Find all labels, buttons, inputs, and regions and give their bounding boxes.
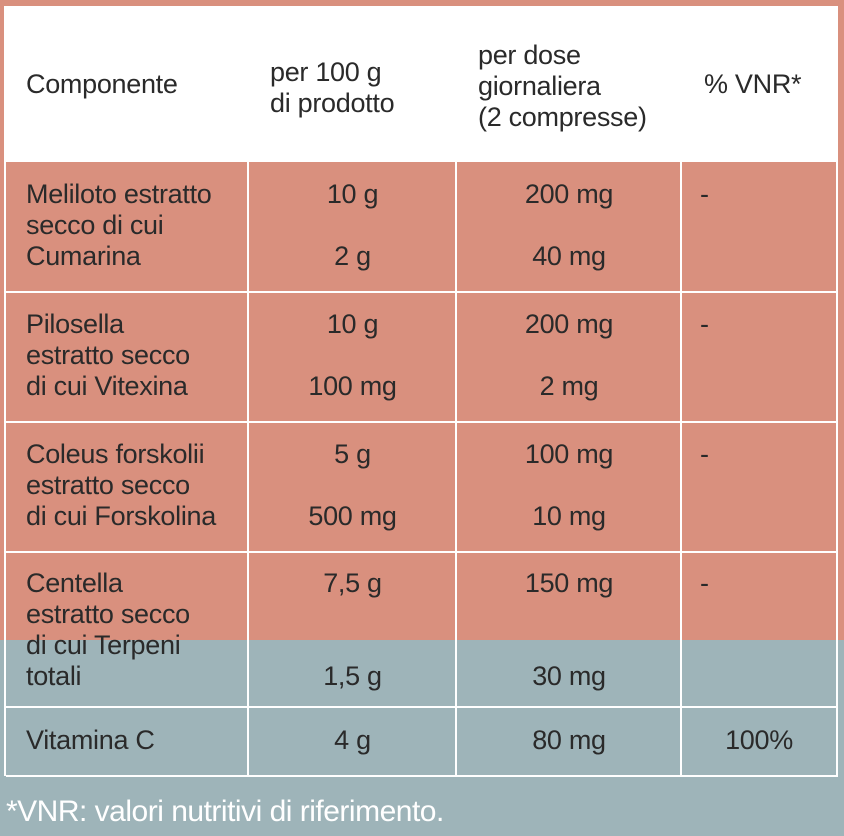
table-row-2-per100-active: 500 mg bbox=[308, 501, 397, 531]
footnote: *VNR: valori nutritivi di riferimento. bbox=[6, 795, 444, 828]
table-row-1-dose-extract: 200 mg bbox=[524, 309, 614, 339]
table-row-0-dose-active: 40 mg bbox=[532, 241, 606, 271]
table-row-2-per100-extract: 5 g bbox=[334, 439, 371, 469]
table-row-4-name: Vitamina C bbox=[26, 725, 155, 755]
table-row-3-per100-extract: 7,5 g bbox=[323, 568, 382, 598]
table-row-4-dose: 80 mg bbox=[532, 725, 606, 755]
row-divider bbox=[6, 291, 838, 293]
table-row-3-name: Centella estratto secco di cui Terpeni t… bbox=[26, 568, 190, 691]
table-row-2-dose-extract: 100 mg bbox=[524, 439, 614, 469]
table-border-right bbox=[836, 6, 838, 776]
column-divider bbox=[247, 6, 249, 776]
table-row-0-name: Meliloto estratto secco di cui Cumarina bbox=[26, 179, 212, 271]
table-row-1-per100-active: 100 mg bbox=[308, 371, 397, 401]
table-border-bottom bbox=[6, 775, 838, 777]
header-component: Componente bbox=[26, 69, 178, 99]
table-row-1-dose-active: 2 mg bbox=[539, 371, 599, 401]
column-divider bbox=[455, 6, 457, 776]
table-row-3-dose-active: 30 mg bbox=[532, 661, 606, 691]
vitamin-section-background bbox=[0, 640, 844, 836]
table-border-left bbox=[4, 6, 6, 776]
table-row-2-vnr: - bbox=[700, 439, 709, 469]
column-divider bbox=[680, 6, 682, 776]
header-per-daily-dose: per dose giornaliera (2 compresse) bbox=[478, 40, 647, 132]
header-vnr: % VNR* bbox=[704, 69, 802, 99]
row-divider bbox=[6, 551, 838, 553]
table-header-row bbox=[6, 6, 838, 162]
table-row-0-dose-extract: 200 mg bbox=[524, 179, 614, 209]
row-divider bbox=[6, 421, 838, 423]
table-row-0-per100-extract: 10 g bbox=[326, 179, 379, 209]
table-row-2-dose-active: 10 mg bbox=[532, 501, 606, 531]
table-row-4-vnr: 100% bbox=[725, 725, 793, 755]
table-row-1-per100-extract: 10 g bbox=[326, 309, 379, 339]
table-row-0-vnr: - bbox=[700, 179, 709, 209]
table-row-0-per100-active: 2 g bbox=[334, 241, 371, 271]
table-row-1-name: Pilosella estratto secco di cui Vitexina bbox=[26, 309, 190, 401]
table-row-3-vnr: - bbox=[700, 568, 709, 598]
row-divider bbox=[6, 706, 838, 708]
table-row-2-name: Coleus forskolii estratto secco di cui F… bbox=[26, 439, 216, 531]
header-per-100g: per 100 g di prodotto bbox=[270, 57, 395, 118]
table-row-4-per100: 4 g bbox=[334, 725, 371, 755]
table-row-1-vnr: - bbox=[700, 309, 709, 339]
table-row-3-per100-active: 1,5 g bbox=[323, 661, 382, 691]
table-row-3-dose-extract: 150 mg bbox=[524, 568, 614, 598]
